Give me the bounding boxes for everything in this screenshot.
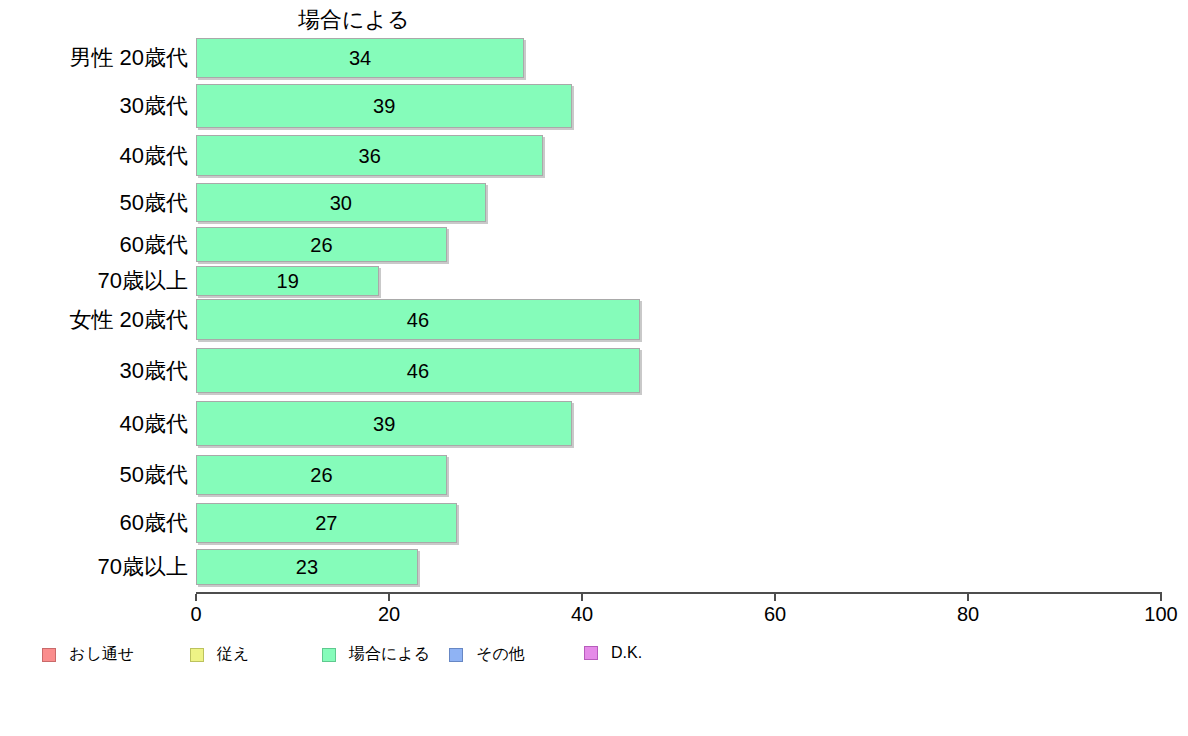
legend-label: D.K. [611,644,642,662]
bar: 36 [196,135,543,176]
bar-value-label: 39 [373,96,395,116]
x-axis-line [196,592,1162,594]
x-axis-tick [388,594,390,601]
bar: 26 [196,455,447,495]
legend-item: D.K. [584,644,642,662]
legend-swatch [322,648,336,662]
bar: 46 [196,299,640,340]
legend-item: 場合による [322,644,430,665]
x-axis-tick [1160,594,1162,601]
bar: 34 [196,38,524,78]
bar-value-label: 30 [330,193,352,213]
bar-value-label: 26 [310,235,332,255]
category-label: 40歳代 [120,135,188,176]
x-axis-tick [581,594,583,601]
category-label: 40歳代 [120,401,188,446]
category-label: 30歳代 [120,84,188,128]
legend-item: その他 [449,644,525,665]
legend-label: おし通せ [69,644,134,665]
category-label: 女性 20歳代 [69,299,188,340]
bar-value-label: 27 [315,513,337,533]
x-axis-tick-label: 20 [378,603,400,626]
bar-value-label: 34 [349,48,371,68]
bar-value-label: 23 [296,557,318,577]
x-axis-tick [774,594,776,601]
legend-label: 場合による [349,644,430,665]
category-label: 70歳以上 [98,549,188,585]
legend-label: その他 [476,644,525,665]
x-axis-tick [967,594,969,601]
bar: 23 [196,549,418,585]
x-axis-tick-label: 40 [571,603,593,626]
bar: 26 [196,227,447,262]
legend-swatch [190,648,204,662]
bar: 39 [196,401,572,446]
bar: 27 [196,503,457,543]
category-label: 男性 20歳代 [69,38,188,78]
bar: 30 [196,183,486,222]
bar-value-label: 26 [310,465,332,485]
category-label: 70歳以上 [98,266,188,296]
chart-title: 場合による [298,5,410,35]
legend-swatch [42,648,56,662]
bar: 39 [196,84,572,128]
x-axis-tick-label: 100 [1144,603,1177,626]
category-label: 60歳代 [120,503,188,543]
bar-value-label: 19 [277,271,299,291]
bar-value-label: 39 [373,414,395,434]
bar-value-label: 46 [407,310,429,330]
x-axis-tick-label: 60 [764,603,786,626]
legend-item: おし通せ [42,644,134,665]
bar: 19 [196,266,379,296]
category-label: 50歳代 [120,455,188,495]
bar-chart: 場合による 34 男性 20歳代 39 30歳代 36 40歳代 30 50歳代 26 60歳代 1… [0,0,1188,736]
bar: 46 [196,348,640,393]
x-axis-tick-label: 80 [957,603,979,626]
x-axis-tick [195,594,197,601]
legend-label: 従え [217,644,249,665]
legend-swatch [449,648,463,662]
category-label: 60歳代 [120,227,188,262]
x-axis-tick-label: 0 [190,603,201,626]
bar-value-label: 46 [407,361,429,381]
bar-value-label: 36 [359,146,381,166]
category-label: 30歳代 [120,348,188,393]
category-label: 50歳代 [120,183,188,222]
legend-item: 従え [190,644,249,665]
legend-swatch [584,646,598,660]
